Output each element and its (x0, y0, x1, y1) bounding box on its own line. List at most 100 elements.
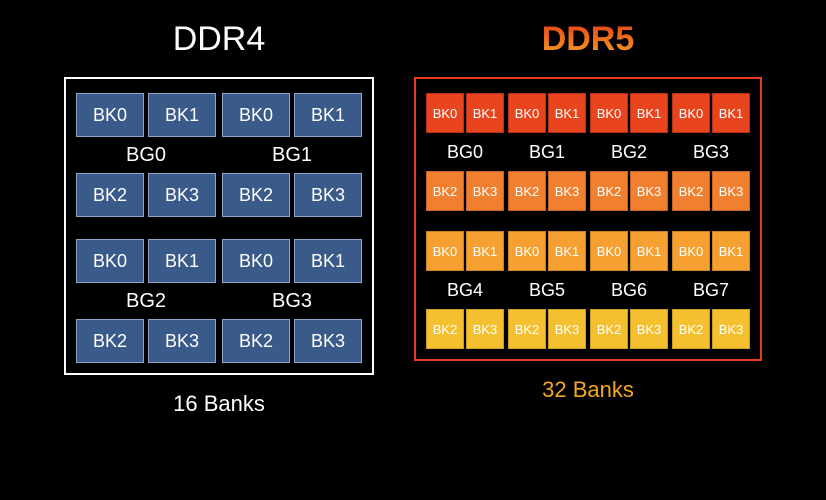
bank-cell: BK2 (590, 171, 628, 211)
bank-cell: BK3 (466, 309, 504, 349)
bank-cell: BK2 (590, 309, 628, 349)
ddr5-panel: DDR5 BK0BK1BK0BK1BK0BK1BK0BK1BG0BG1BG2BG… (414, 20, 762, 403)
bank-cell: BK1 (294, 93, 362, 137)
ddr5-pair: BK0BK1 (426, 231, 504, 271)
ddr4-bg2-top: BK0 BK1 (76, 239, 216, 283)
ddr4-bg2-bot: BK2 BK3 (76, 319, 216, 363)
bank-cell: BK0 (508, 231, 546, 271)
ddr4-bg3-bot: BK2 BK3 (222, 319, 362, 363)
bg-label: BG6 (590, 277, 668, 303)
bank-cell: BK0 (222, 93, 290, 137)
bank-cell: BK0 (426, 93, 464, 133)
bg-label: BG7 (672, 277, 750, 303)
bank-cell: BK0 (76, 239, 144, 283)
ddr5-box: BK0BK1BK0BK1BK0BK1BK0BK1BG0BG1BG2BG3BK2B… (414, 77, 762, 361)
ddr5-pair: BK2BK3 (426, 171, 504, 211)
bank-cell: BK2 (426, 171, 464, 211)
bank-cell: BK2 (76, 173, 144, 217)
bg-label: BG3 (672, 139, 750, 165)
ddr4-bg0-bot: BK2 BK3 (76, 173, 216, 217)
bank-cell: BK0 (590, 231, 628, 271)
ddr4-panel: DDR4 BK0 BK1 BK0 BK1 BG0 BG1 BK2 (64, 20, 374, 417)
bank-cell: BK3 (548, 171, 586, 211)
bg-label: BG2 (590, 139, 668, 165)
ddr4-toprow-1: BK0 BK1 BK0 BK1 (76, 239, 362, 283)
bg-label: BG0 (76, 141, 216, 169)
bg-label: BG5 (508, 277, 586, 303)
bank-cell: BK3 (294, 319, 362, 363)
bg-label: BG0 (426, 139, 504, 165)
ddr4-gap (76, 223, 362, 233)
bank-cell: BK1 (148, 93, 216, 137)
ddr5-bankrow: BK2BK3BK2BK3BK2BK3BK2BK3 (426, 171, 750, 211)
bank-cell: BK1 (712, 231, 750, 271)
bank-cell: BK0 (222, 239, 290, 283)
ddr5-pair: BK2BK3 (672, 171, 750, 211)
ddr5-pair: BK0BK1 (672, 93, 750, 133)
bank-cell: BK1 (548, 231, 586, 271)
bank-cell: BK3 (148, 319, 216, 363)
bank-cell: BK3 (712, 171, 750, 211)
bank-cell: BK0 (76, 93, 144, 137)
ddr5-pair: BK2BK3 (508, 309, 586, 349)
bank-cell: BK0 (672, 93, 710, 133)
bank-cell: BK1 (466, 93, 504, 133)
bank-cell: BK2 (672, 309, 710, 349)
bank-cell: BK3 (548, 309, 586, 349)
ddr4-half-top: BK0 BK1 BK0 BK1 BG0 BG1 BK2 BK3 BK2 (76, 93, 362, 217)
ddr4-toprow-0: BK0 BK1 BK0 BK1 (76, 93, 362, 137)
bg-label: BG1 (222, 141, 362, 169)
bg-label: BG4 (426, 277, 504, 303)
ddr4-bg1-top: BK0 BK1 (222, 93, 362, 137)
bank-cell: BK2 (222, 319, 290, 363)
ddr4-botrow-0: BK2 BK3 BK2 BK3 (76, 173, 362, 217)
bank-cell: BK0 (672, 231, 710, 271)
ddr4-bglabels-1: BG2 BG3 (76, 287, 362, 315)
ddr5-pair: BK0BK1 (672, 231, 750, 271)
bank-cell: BK3 (294, 173, 362, 217)
ddr5-pair: BK0BK1 (590, 231, 668, 271)
bank-cell: BK1 (630, 231, 668, 271)
ddr5-bglabels: BG4BG5BG6BG7 (426, 277, 750, 303)
bank-cell: BK1 (712, 93, 750, 133)
bg-label: BG3 (222, 287, 362, 315)
bank-cell: BK3 (148, 173, 216, 217)
bank-cell: BK0 (508, 93, 546, 133)
ddr5-pair: BK2BK3 (426, 309, 504, 349)
bank-cell: BK2 (222, 173, 290, 217)
ddr5-caption: 32 Banks (542, 377, 634, 403)
ddr5-pair: BK2BK3 (590, 309, 668, 349)
bank-cell: BK2 (672, 171, 710, 211)
bank-cell: BK3 (712, 309, 750, 349)
bank-cell: BK2 (508, 171, 546, 211)
ddr4-bglabels-0: BG0 BG1 (76, 141, 362, 169)
bank-cell: BK2 (76, 319, 144, 363)
ddr4-bg0-top: BK0 BK1 (76, 93, 216, 137)
bank-cell: BK1 (548, 93, 586, 133)
ddr4-botrow-1: BK2 BK3 BK2 BK3 (76, 319, 362, 363)
bank-cell: BK3 (466, 171, 504, 211)
ddr5-gap (426, 217, 750, 225)
ddr4-title: DDR4 (173, 20, 266, 59)
bank-cell: BK3 (630, 171, 668, 211)
ddr5-bankrow: BK2BK3BK2BK3BK2BK3BK2BK3 (426, 309, 750, 349)
ddr4-half-bottom: BK0 BK1 BK0 BK1 BG2 BG3 BK2 BK3 BK2 (76, 239, 362, 363)
bank-cell: BK2 (508, 309, 546, 349)
ddr4-box: BK0 BK1 BK0 BK1 BG0 BG1 BK2 BK3 BK2 (64, 77, 374, 375)
bank-cell: BK1 (630, 93, 668, 133)
ddr4-caption: 16 Banks (173, 391, 265, 417)
bg-label: BG1 (508, 139, 586, 165)
ddr4-bg3-top: BK0 BK1 (222, 239, 362, 283)
ddr5-title: DDR5 (542, 20, 635, 59)
ddr4-bg1-bot: BK2 BK3 (222, 173, 362, 217)
bank-cell: BK0 (590, 93, 628, 133)
ddr5-pair: BK2BK3 (508, 171, 586, 211)
ddr5-pair: BK0BK1 (508, 231, 586, 271)
ddr5-pair: BK2BK3 (590, 171, 668, 211)
bank-cell: BK0 (426, 231, 464, 271)
ddr5-bglabels: BG0BG1BG2BG3 (426, 139, 750, 165)
ddr5-pair: BK0BK1 (590, 93, 668, 133)
ddr5-bankrow: BK0BK1BK0BK1BK0BK1BK0BK1 (426, 231, 750, 271)
bank-cell: BK1 (466, 231, 504, 271)
bank-cell: BK3 (630, 309, 668, 349)
